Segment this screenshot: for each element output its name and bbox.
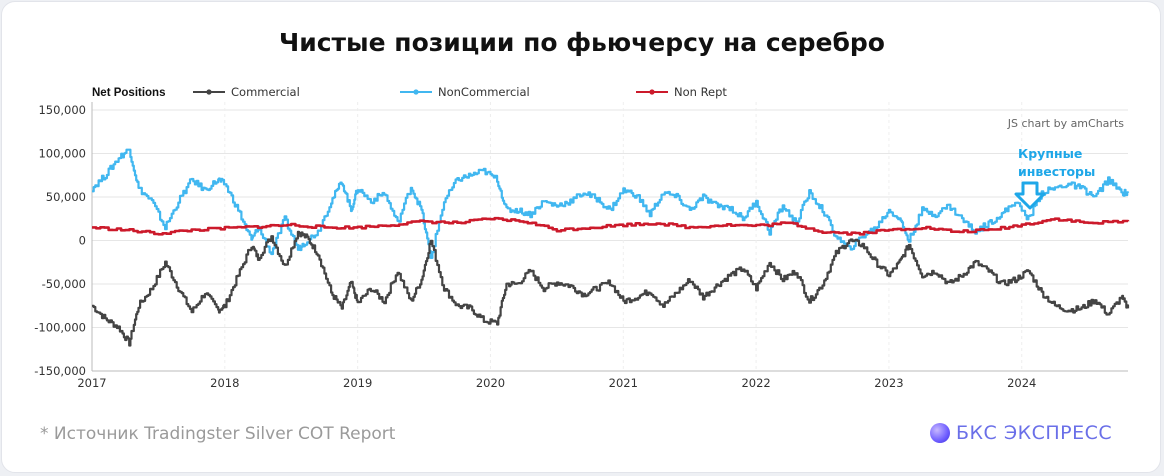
- amcharts-credit: JS chart by amCharts: [1007, 117, 1124, 130]
- investors-annotation: Крупные инвесторы: [1014, 146, 1095, 210]
- series-line-commercial: [92, 230, 1130, 347]
- y-tick-label: -100,000: [34, 321, 86, 335]
- x-tick-label: 2022: [741, 376, 770, 390]
- y-tick-label: -150,000: [34, 364, 86, 378]
- legend-item-label[interactable]: Commercial: [231, 85, 300, 99]
- legend-title: Net Positions: [92, 87, 165, 99]
- annotation-line-1: Крупные: [1018, 146, 1082, 161]
- source-note: * Источник Tradingster Silver COT Report: [40, 424, 396, 444]
- chart-title: Чистые позиции по фьючерсу на серебро: [279, 28, 885, 57]
- x-tick-label: 2020: [476, 376, 505, 390]
- bks-logo-icon: [930, 423, 950, 443]
- y-tick-label: 100,000: [38, 147, 86, 161]
- x-tick-label: 2023: [874, 376, 903, 390]
- legend-item-label[interactable]: Non Rept: [674, 85, 727, 99]
- x-tick-label: 2019: [343, 376, 372, 390]
- legend-item-label[interactable]: NonCommercial: [438, 85, 530, 99]
- x-tick-label: 2024: [1007, 376, 1036, 390]
- y-tick-label: 0: [79, 234, 86, 248]
- legend-marker-dot: [413, 89, 419, 95]
- series-line-noncommercial: [92, 148, 1130, 259]
- legend: Net Positions Commercial NonCommercial Non…: [92, 85, 727, 99]
- axes: 150,000 100,000 50,000 0 -50,000 -100,000 -150…: [34, 102, 1128, 390]
- series-layer: [92, 148, 1130, 347]
- annotation-line-2: инвесторы: [1018, 164, 1095, 179]
- legend-marker-dot: [649, 89, 655, 95]
- x-tick-label: 2021: [609, 376, 638, 390]
- series-line-non-rept: [92, 216, 1130, 236]
- legend-marker-dot: [206, 89, 212, 95]
- arrow-down-icon: [1014, 181, 1046, 210]
- x-tick-label: 2018: [210, 376, 239, 390]
- brand: БКС ЭКСПРЕСС: [930, 420, 1112, 446]
- brand-name: БКС ЭКСПРЕСС: [956, 422, 1113, 444]
- y-tick-label: -50,000: [42, 277, 86, 291]
- y-tick-label: 50,000: [46, 190, 86, 204]
- y-tick-label: 150,000: [38, 103, 86, 117]
- grid: [91, 102, 1128, 372]
- x-tick-label: 2017: [77, 376, 106, 390]
